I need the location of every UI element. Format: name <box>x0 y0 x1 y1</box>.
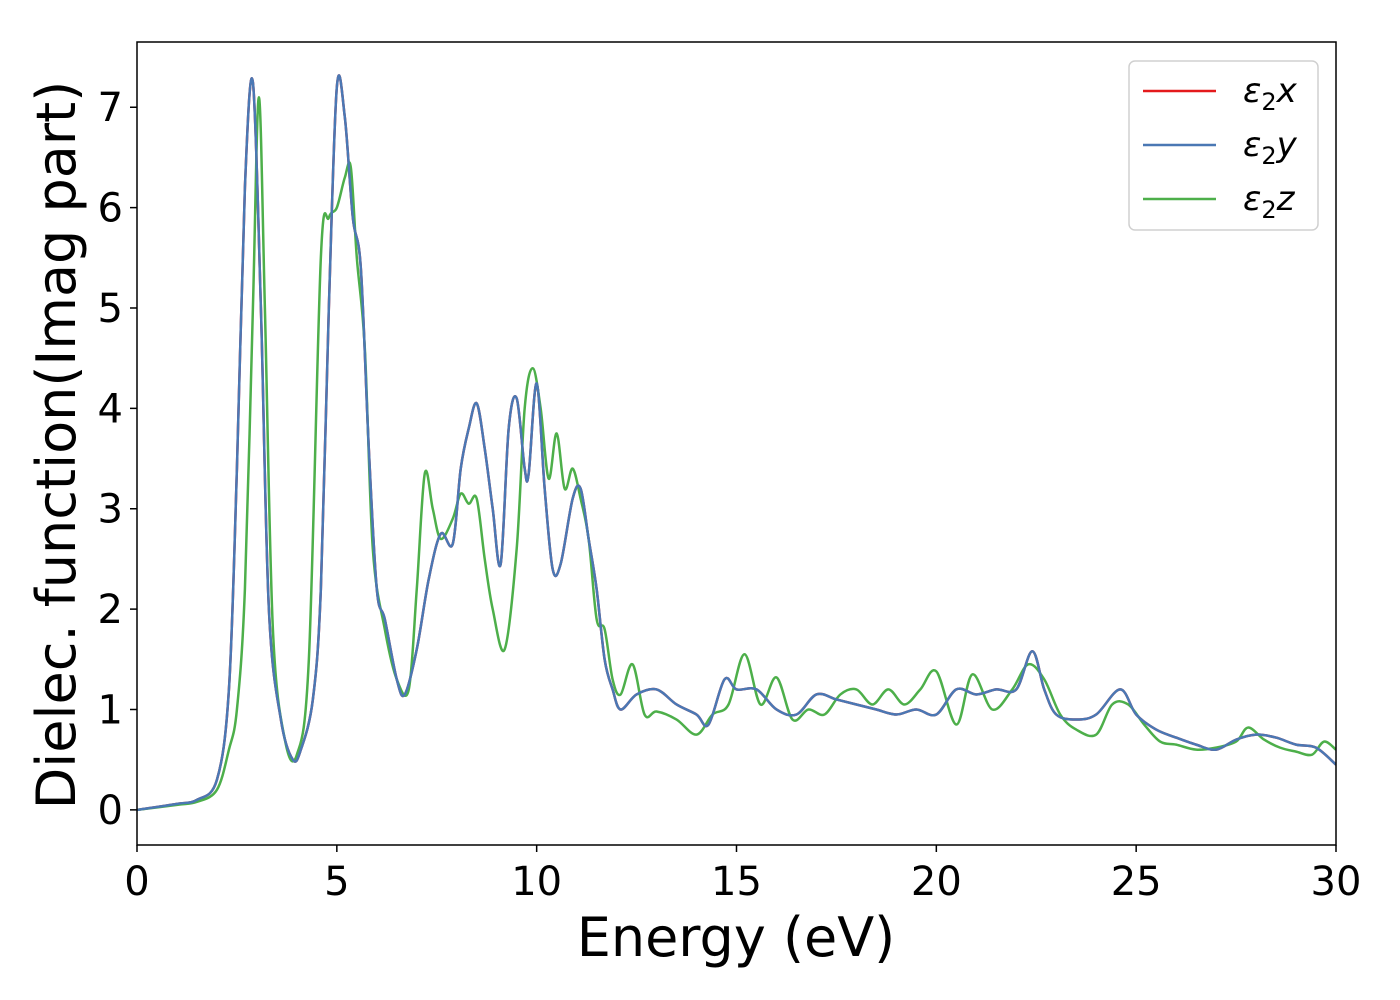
legend-label-y: ε2y <box>1243 125 1298 170</box>
x-tick-label: 25 <box>1111 859 1162 905</box>
y-tick-label: 1 <box>98 687 123 733</box>
series-line-y <box>137 74 1336 812</box>
y-tick-label: 3 <box>98 487 123 533</box>
legend-label-x: ε2x <box>1243 71 1298 116</box>
x-tick-label: 20 <box>911 859 962 905</box>
legend: ε2x ε2y ε2z <box>1128 60 1319 231</box>
y-axis-title: Dielec. function(Imag part) <box>25 81 88 810</box>
y-tick-label: 7 <box>98 85 123 131</box>
y-tick-label: 5 <box>98 286 123 332</box>
series-layer <box>137 74 1336 812</box>
x-tick-label: 30 <box>1311 859 1362 905</box>
x-tick-label: 0 <box>124 859 149 905</box>
legend-label-z: ε2z <box>1243 179 1296 224</box>
x-axis-title: Energy (eV) <box>577 906 896 969</box>
y-tick-label: 6 <box>98 186 123 232</box>
y-tick-label: 0 <box>98 788 123 834</box>
y-tick-label: 2 <box>98 587 123 633</box>
x-axis: 0 5 10 15 20 25 30 <box>124 845 1361 905</box>
x-tick-label: 5 <box>324 859 349 905</box>
x-tick-label: 10 <box>511 859 562 905</box>
legend-box <box>1128 60 1319 231</box>
y-tick-label: 4 <box>98 386 123 432</box>
x-tick-label: 15 <box>711 859 762 905</box>
series-line-z <box>137 95 1336 812</box>
y-axis: 0 1 2 3 4 5 6 7 <box>98 85 137 834</box>
